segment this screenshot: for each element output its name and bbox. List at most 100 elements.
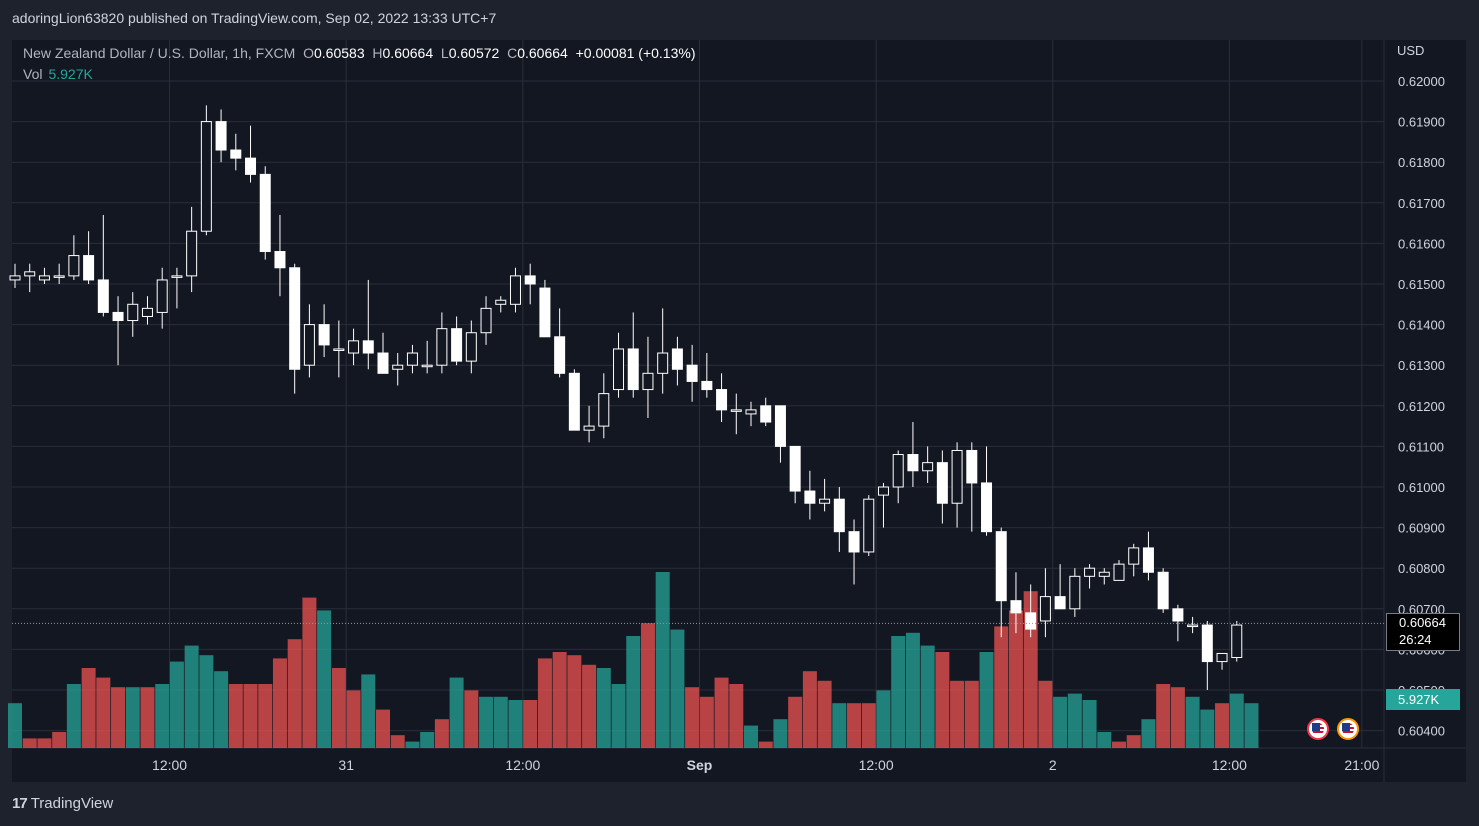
y-tick-label: 0.61500	[1398, 277, 1445, 292]
candle	[716, 389, 728, 411]
volume-bar	[464, 690, 479, 748]
y-tick-label: 0.61800	[1398, 155, 1445, 170]
volume-bar	[81, 668, 96, 748]
x-tick-label: 12:00	[505, 757, 540, 773]
volume-bar	[1038, 680, 1053, 748]
y-tick-label: 0.60800	[1398, 561, 1445, 576]
candle	[333, 348, 345, 351]
candle	[1025, 612, 1037, 630]
volume-bar	[140, 687, 155, 748]
candle	[406, 352, 418, 366]
volume-bar	[1215, 703, 1230, 748]
volume-bar	[243, 684, 258, 748]
volume-bar	[37, 738, 52, 748]
candle	[97, 279, 109, 313]
volume-bar	[773, 719, 788, 748]
volume-bar	[1141, 719, 1156, 748]
volume-bar	[714, 677, 729, 748]
candle	[745, 409, 757, 415]
volume-bar	[22, 738, 37, 748]
candle	[1039, 596, 1051, 622]
y-tick-label: 0.60900	[1398, 521, 1445, 536]
ohlc-legend: New Zealand Dollar / U.S. Dollar, 1h, FX…	[23, 45, 695, 61]
candle	[657, 352, 669, 374]
volume-bar	[905, 632, 920, 748]
x-tick-label: Sep	[687, 757, 713, 773]
candle	[789, 445, 801, 492]
x-tick-label: 2	[1049, 757, 1057, 773]
candle	[1069, 575, 1081, 610]
volume-bar	[729, 684, 744, 748]
volume-bar	[508, 700, 523, 748]
last-price-value: 0.60664	[1399, 615, 1446, 630]
volume-bar	[655, 572, 670, 748]
volume-bar	[685, 687, 700, 748]
publish-info: adoringLion63820 published on TradingVie…	[12, 10, 497, 26]
volume-bar	[817, 680, 832, 748]
candle	[1187, 624, 1199, 628]
bar-countdown: 26:24	[1399, 632, 1432, 647]
volume-tag: 5.927K	[1386, 689, 1460, 710]
candle	[1172, 608, 1184, 622]
volume-bar	[847, 703, 862, 748]
volume-bar	[876, 690, 891, 748]
candle	[156, 279, 168, 313]
tradingview-logo[interactable]: 17 TradingView	[12, 795, 113, 812]
tradingview-logo-icon: 17	[12, 795, 28, 812]
volume-bar	[361, 674, 376, 748]
candle	[848, 531, 860, 553]
candle	[863, 498, 875, 553]
candle	[877, 486, 889, 496]
last-price-tag: 0.60664 26:24	[1386, 613, 1460, 651]
us-flag-icon[interactable]	[1307, 718, 1329, 740]
candle	[1142, 547, 1154, 573]
x-tick-label: 12:00	[1212, 757, 1247, 773]
symbol-name[interactable]: New Zealand Dollar / U.S. Dollar, 1h, FX…	[23, 45, 296, 61]
x-tick-label: 31	[338, 757, 354, 773]
volume-bar	[317, 610, 332, 748]
volume-bar	[1112, 741, 1126, 748]
close-value: 0.60664	[517, 45, 568, 61]
volume-bar	[169, 661, 184, 748]
candle	[892, 454, 904, 488]
low-value: 0.60572	[448, 45, 500, 61]
volume-bar	[493, 696, 508, 748]
x-tick-label: 12:00	[152, 757, 187, 773]
volume-bar	[552, 652, 567, 748]
y-tick-label: 0.61200	[1398, 399, 1445, 414]
volume-bar	[935, 652, 950, 748]
volume-bar	[66, 684, 81, 748]
candle	[1231, 624, 1243, 659]
volume-bar	[744, 725, 758, 748]
volume-bar	[699, 696, 714, 748]
volume-bar	[1244, 703, 1259, 748]
candle	[701, 380, 713, 391]
candle	[112, 311, 124, 322]
volume-bar	[52, 732, 67, 748]
y-tick-label: 0.60400	[1398, 724, 1445, 739]
candle	[833, 498, 845, 533]
candle	[171, 275, 183, 278]
candle	[922, 462, 934, 472]
candle	[451, 328, 463, 362]
volume-bar	[111, 687, 126, 748]
candle	[1084, 567, 1096, 577]
candle	[495, 299, 507, 305]
candle	[68, 255, 80, 277]
candle	[524, 275, 536, 285]
volume-bar	[258, 684, 273, 748]
candle	[1128, 547, 1140, 565]
candle	[686, 364, 698, 382]
currency-label[interactable]: USD	[1397, 43, 1425, 58]
candle	[230, 149, 242, 159]
candle	[141, 307, 153, 317]
us-flag-icon-highlighted[interactable]	[1337, 718, 1359, 740]
volume-bar	[1229, 693, 1244, 748]
candle	[318, 324, 330, 346]
volume-label[interactable]: Vol	[23, 66, 43, 82]
y-tick-label: 0.61000	[1398, 480, 1445, 495]
volume-bar	[331, 668, 346, 748]
candle	[598, 393, 610, 427]
volume-bar	[272, 658, 287, 748]
